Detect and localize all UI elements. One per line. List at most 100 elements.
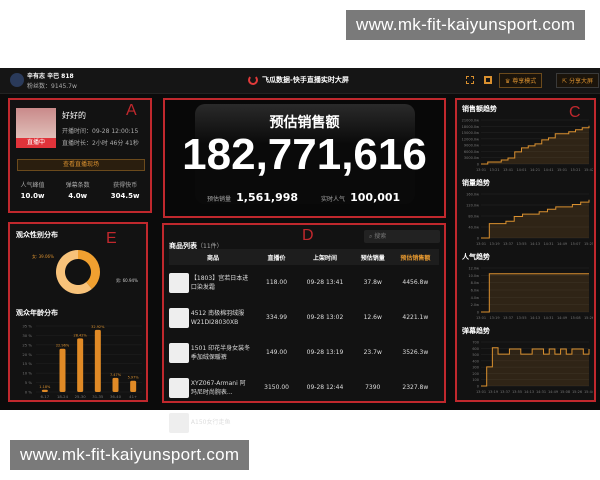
trend-area xyxy=(481,273,589,312)
start-time: 开播时间：09-28 12:00:15 xyxy=(62,128,139,135)
trend-chart: 0 3000.0w 6000.0w 9000.0w 12000.0w 15000.0w 18… xyxy=(462,119,593,173)
trend-chart: 0 40.0w 80.0w 120.0w 160.0w 13:01 13:19 13:37 13… xyxy=(466,193,593,247)
table-row[interactable]: A150女行走鱼 xyxy=(169,405,439,440)
y-tick-label: 0 xyxy=(477,237,479,241)
donut-slice[interactable] xyxy=(55,250,92,294)
product-name[interactable]: 【1803】宫若日本进口染发霜 xyxy=(190,274,249,291)
table-row[interactable]: 1501 印花半身女装冬季加绒保暖裤 149.00 09-28 13:19 23… xyxy=(169,335,439,370)
x-tick-label: 15:25 xyxy=(584,242,593,246)
age-bar[interactable] xyxy=(59,348,66,392)
crown-icon: ♛ xyxy=(505,78,513,85)
table-row[interactable]: XYZ067-Armani 阿玛尼时尚腕表... 3150.00 09-28 1… xyxy=(169,370,439,405)
y-tick-label: 6.0w xyxy=(471,289,480,293)
y-tick-label: 0 xyxy=(477,385,479,389)
x-tick-label: 14:13 xyxy=(524,390,534,394)
table-row[interactable]: 4512 南极棉羽绒服W21DI28030XB 334.99 09-28 13:… xyxy=(169,300,439,335)
trend-chart: 0 2.0w 4.0w 6.0w 8.0w 10.0w 12.0w 13:01 13:19 13:… xyxy=(468,267,593,321)
age-bar[interactable] xyxy=(112,377,119,392)
x-tick-label: 13:01 xyxy=(476,390,486,394)
bar-value-label: 28.42% xyxy=(73,333,87,337)
age-bar[interactable] xyxy=(130,380,137,392)
x-tick-label: 25-30 xyxy=(75,394,87,399)
y-tick-label: 0 % xyxy=(25,390,33,395)
x-tick-label: 14:21 xyxy=(530,168,540,172)
x-tick-label: 14:49 xyxy=(557,316,567,320)
sales-summary-panel: B 预估销售额 182,771,616 预估销量 1,561,998 实时人气 … xyxy=(163,98,446,218)
x-tick-label: 41+ xyxy=(129,394,137,399)
dashboard: 辛有志 辛巴 818 粉丝数：9145.7w 飞瓜数据-快手直播实时大屏 ♛ 尊… xyxy=(0,68,600,433)
x-tick-label: 13:41 xyxy=(503,168,513,172)
product-list-header: 商品列表（11件） xyxy=(169,233,223,252)
x-tick-label: 36-40 xyxy=(110,394,122,399)
y-tick-label: 8.0w xyxy=(471,281,480,285)
x-tick-label: 14:31 xyxy=(543,242,553,246)
view-live-button[interactable]: 查看直播现场 xyxy=(17,159,145,171)
product-time: 09-28 13:19 xyxy=(306,349,344,356)
x-tick-label: 13:37 xyxy=(503,316,513,320)
premium-mode-button[interactable]: ♛ 尊享模式 xyxy=(499,73,543,88)
product-name[interactable]: XYZ067-Armani 阿玛尼时尚腕表... xyxy=(190,379,246,396)
product-thumbnail xyxy=(169,272,189,293)
product-name[interactable]: 4512 南极棉羽绒服W21DI28030XB xyxy=(190,309,245,326)
y-tick-label: 120.0w xyxy=(466,204,479,208)
x-tick-label: 18-24 xyxy=(57,394,69,399)
sales-value: 1,561,998 xyxy=(236,191,299,204)
product-price: 3150.00 xyxy=(264,384,289,391)
product-revenue: 3526.3w xyxy=(402,349,429,356)
x-tick-label: 14:41 xyxy=(543,168,553,172)
product-name[interactable]: 1501 印花半身女装冬季加绒保暖裤 xyxy=(190,344,251,361)
y-tick-label: 9000.0w xyxy=(464,144,479,148)
product-sales: 37.8w xyxy=(363,279,382,286)
age-bar[interactable] xyxy=(94,329,101,392)
x-tick-label: 13:55 xyxy=(516,316,526,320)
product-sales: 23.7w xyxy=(363,349,382,356)
bar-value-label: 5.97% xyxy=(128,376,140,380)
x-tick-label: 31-35 xyxy=(92,394,104,399)
y-tick-label: 15 % xyxy=(22,361,32,366)
y-tick-label: 5 % xyxy=(25,380,33,385)
audience-panel: E 观众性别分布 女: 39.06% 男: 60.94% 观众年龄分布 0 % 5 … xyxy=(8,222,148,402)
y-tick-label: 3000.0w xyxy=(464,156,479,160)
column-price[interactable]: 直播价 xyxy=(257,249,297,265)
donut-slice[interactable] xyxy=(78,250,100,290)
panel-letter: C xyxy=(569,104,581,121)
product-revenue xyxy=(392,405,439,440)
product-price: 149.00 xyxy=(266,349,288,356)
product-time: 09-28 13:41 xyxy=(306,279,344,286)
x-tick-label: 14:13 xyxy=(530,242,540,246)
share-button[interactable]: ⇱ 分享大屏 xyxy=(556,73,599,88)
fullscreen-icon[interactable] xyxy=(466,76,474,84)
gender-donut-chart: 女: 39.06% 男: 60.94% xyxy=(32,250,138,294)
popularity-label: 实时人气 xyxy=(321,196,346,203)
x-tick-label: 14:01 xyxy=(516,168,526,172)
panel-letter: D xyxy=(302,227,314,244)
x-tick-label: 13:21 xyxy=(489,168,499,172)
product-list-title: 商品列表 xyxy=(169,242,197,250)
sales-label: 预估销量 xyxy=(207,196,232,203)
y-tick-label: 12.0w xyxy=(468,267,479,271)
gender-label-male: 男: 60.94% xyxy=(116,278,138,283)
trend-title: 弹幕趋势 xyxy=(462,327,490,335)
column-time[interactable]: 上架时间 xyxy=(296,249,354,265)
age-bar[interactable] xyxy=(41,389,48,392)
qrcode-icon[interactable] xyxy=(484,76,492,84)
age-bar-chart: 0 % 5 % 10 % 15 % 20 % 25 % 30 % 35 % 1.18% 6-17 2… xyxy=(22,324,142,399)
product-name[interactable]: A150女行走鱼 xyxy=(190,419,231,426)
age-bar[interactable] xyxy=(77,338,84,392)
x-tick-label: 14:49 xyxy=(548,390,558,394)
product-table: 商品 直播价 上架时间 预估销量 预估销售额 【1803】宫若日本进口染发霜 1… xyxy=(169,249,439,440)
search-input[interactable]: ⌕ 搜索 xyxy=(364,230,440,243)
y-tick-label: 80.0w xyxy=(468,215,479,219)
y-tick-label: 700 xyxy=(472,341,479,345)
product-price xyxy=(257,405,296,440)
trend-line xyxy=(481,199,590,239)
y-tick-label: 4.0w xyxy=(471,296,480,300)
column-revenue[interactable]: 预估销售额 xyxy=(391,249,439,265)
column-product: 商品 xyxy=(169,249,257,265)
y-tick-label: 20 % xyxy=(22,352,32,357)
product-time: 09-28 12:44 xyxy=(306,384,344,391)
x-tick-label: 13:19 xyxy=(489,242,499,246)
y-tick-label: 25 % xyxy=(22,342,32,347)
table-row[interactable]: 【1803】宫若日本进口染发霜 118.00 09-28 13:41 37.8w… xyxy=(169,265,439,300)
column-sales[interactable]: 预估销量 xyxy=(353,249,392,265)
